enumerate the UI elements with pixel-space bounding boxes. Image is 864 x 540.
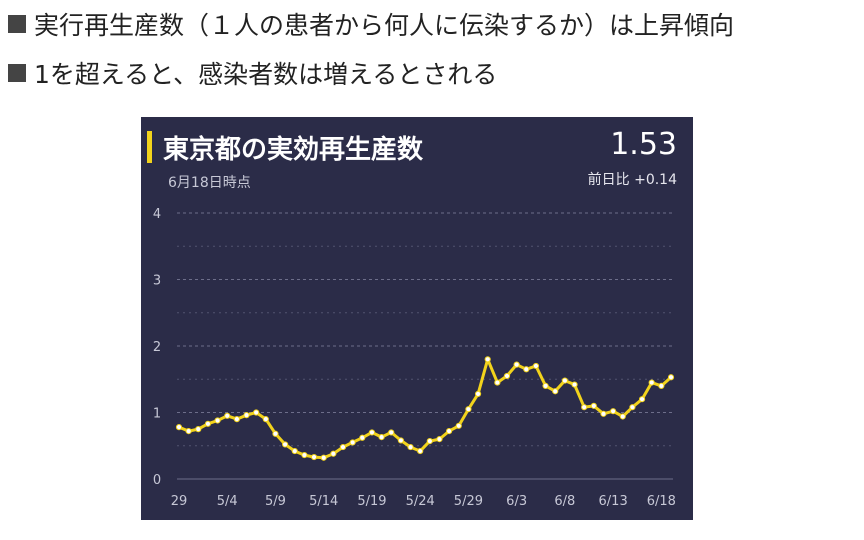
x-tick-label: 5/4	[217, 494, 238, 509]
data-point	[214, 417, 221, 424]
data-point	[436, 436, 443, 443]
data-point	[185, 428, 192, 435]
data-point	[474, 390, 482, 397]
day-over-day-change: 前日比 +0.14	[587, 172, 677, 188]
data-point	[388, 429, 395, 436]
data-point	[417, 447, 424, 455]
data-point	[224, 412, 231, 419]
y-tick-label: 1	[153, 407, 161, 422]
bullet-square-icon	[8, 64, 26, 82]
x-tick-label: 29	[171, 494, 188, 509]
data-point	[446, 428, 453, 435]
bullet-text-1: 実行再生産数（１人の患者から何人に伝染するか）は上昇傾向	[34, 11, 735, 40]
bullet-text-2: 1を超えると、感染者数は増えるとされる	[34, 60, 498, 89]
bullet-square-icon	[8, 15, 26, 33]
title-accent-bar	[147, 131, 152, 163]
data-point	[272, 430, 279, 437]
data-point	[233, 416, 240, 423]
data-point	[600, 410, 607, 417]
data-point	[320, 454, 327, 461]
data-point	[571, 381, 578, 388]
bullet-line-1: 実行再生産数（１人の患者から何人に伝染するか）は上昇傾向	[8, 6, 734, 42]
data-point	[561, 377, 568, 384]
x-tick-label: 5/9	[265, 494, 286, 509]
data-point	[667, 374, 675, 381]
data-point	[204, 420, 212, 427]
data-point	[282, 441, 289, 448]
data-point	[426, 437, 433, 445]
data-point	[523, 366, 530, 373]
y-tick-label: 4	[153, 207, 161, 222]
x-tick-label: 6/18	[647, 494, 676, 509]
chart-card: 東京都の実効再生産数 1.53 6月18日時点 前日比 +0.14 0 1 2 3 4 2…	[141, 117, 693, 520]
data-point	[349, 439, 356, 446]
data-point	[484, 356, 491, 363]
x-tick-label: 5/14	[309, 494, 338, 509]
data-point	[397, 437, 404, 444]
series-line	[178, 357, 673, 460]
data-point	[243, 412, 250, 419]
data-point	[330, 450, 337, 457]
data-point	[513, 361, 520, 368]
data-point	[359, 434, 366, 441]
data-point	[610, 408, 617, 415]
as-of-date: 6月18日時点	[168, 175, 251, 191]
data-point	[494, 379, 501, 386]
y-tick-label: 0	[153, 473, 161, 488]
chart-title: 東京都の実効再生産数	[163, 135, 424, 165]
data-point	[638, 396, 646, 403]
x-tick-label: 6/8	[554, 494, 575, 509]
current-value: 1.53	[610, 127, 677, 162]
y-tick-label: 3	[153, 274, 161, 289]
data-point	[291, 447, 298, 455]
data-point	[619, 413, 626, 420]
data-point	[310, 453, 318, 461]
data-point	[629, 404, 636, 411]
data-point	[590, 402, 597, 409]
data-point	[542, 382, 549, 389]
line-chart: 0 1 2 3 4 29 5/4 5/9 5/14 5/19 5/24 5/29 6/3 6/8 6/13 6…	[153, 207, 676, 509]
data-point	[195, 426, 202, 433]
data-point	[658, 382, 665, 389]
data-point	[368, 429, 376, 436]
x-tick-label: 5/19	[357, 494, 386, 509]
data-point	[581, 404, 588, 411]
x-tick-label: 6/3	[506, 494, 527, 509]
x-tick-label: 6/13	[599, 494, 628, 509]
data-point	[175, 424, 183, 431]
x-tick-label: 5/29	[454, 494, 483, 509]
data-point	[301, 451, 308, 459]
data-point	[503, 372, 511, 380]
data-point	[253, 409, 260, 416]
bullet-line-2: 1を超えると、感染者数は増えるとされる	[8, 55, 497, 91]
x-tick-label: 5/24	[406, 494, 435, 509]
data-point	[532, 362, 540, 370]
data-point	[378, 434, 385, 441]
data-point	[465, 406, 472, 413]
y-tick-label: 2	[153, 340, 161, 355]
data-point	[455, 422, 462, 429]
data-point	[648, 379, 655, 386]
data-point	[262, 416, 269, 423]
data-point	[339, 443, 347, 451]
data-point	[407, 443, 414, 451]
data-point	[552, 388, 559, 395]
